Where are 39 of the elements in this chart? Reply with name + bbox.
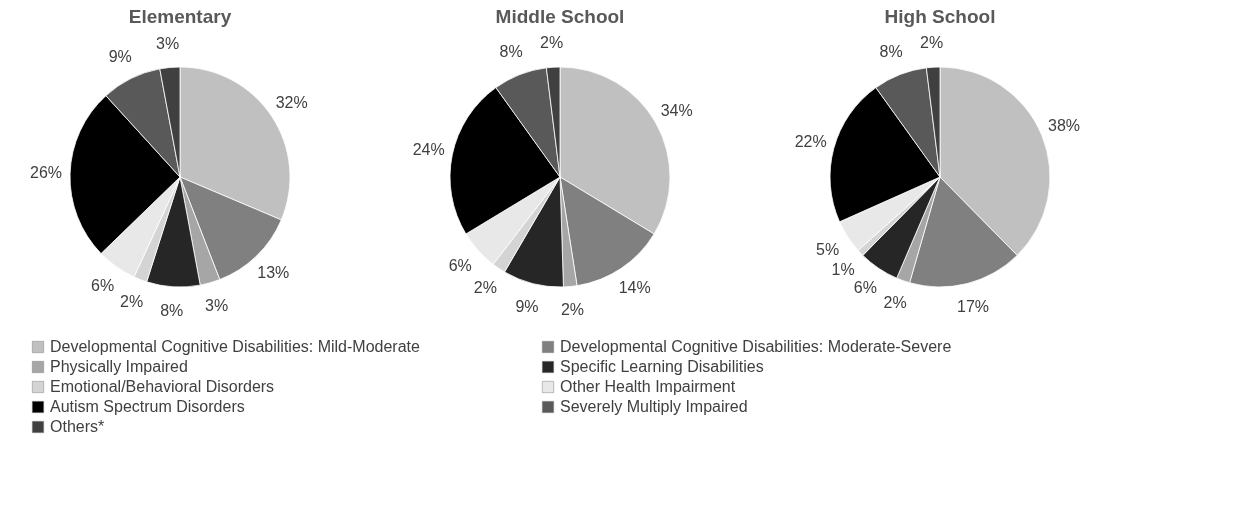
data-label: 2% <box>560 301 585 319</box>
chart-title: Elementary <box>128 6 232 27</box>
data-label: 17% <box>956 297 990 315</box>
data-label: 9% <box>515 297 539 315</box>
data-label: 26% <box>30 163 63 181</box>
legend-label: Specific Learning Disabilities <box>560 358 764 375</box>
data-label: 8% <box>879 43 903 61</box>
data-label: 32% <box>275 93 308 111</box>
data-label: 2% <box>473 279 497 297</box>
data-label: 8% <box>160 301 184 319</box>
legend-label: Others* <box>50 418 105 435</box>
data-label: 2% <box>920 34 944 52</box>
data-label: 9% <box>108 48 132 66</box>
data-label: 6% <box>91 277 115 295</box>
data-label: 6% <box>853 279 877 297</box>
legend-label: Other Health Impairment <box>560 378 736 395</box>
data-label: 5% <box>816 240 840 258</box>
legend-label: Developmental Cognitive Disabilities: Moderate-Severe <box>560 338 952 355</box>
legend-label: Autism Spectrum Disorders <box>50 398 245 415</box>
data-label: 2% <box>540 34 564 52</box>
data-label: 2% <box>120 292 144 310</box>
legend-label: Emotional/Behavioral Disorders <box>50 378 275 395</box>
data-label: 3% <box>156 34 180 52</box>
legend-label: Developmental Cognitive Disabilities: Mild-Moderate <box>50 338 421 355</box>
data-label: 8% <box>499 43 523 61</box>
data-label: 1% <box>831 260 855 278</box>
legend-label: Physically Impaired <box>50 358 188 375</box>
data-label: 6% <box>448 257 472 275</box>
data-label: 13% <box>257 264 290 282</box>
data-label: 3% <box>205 296 229 314</box>
data-label: 14% <box>618 279 651 297</box>
chart-title: High School <box>884 6 996 27</box>
legend-label: Severely Multiply Impaired <box>560 398 748 415</box>
data-label: 22% <box>794 132 827 150</box>
chart-title: Middle School <box>495 6 625 27</box>
data-label: 2% <box>883 294 907 312</box>
data-label: 38% <box>1047 117 1081 135</box>
data-label: 24% <box>412 141 445 159</box>
data-label: 34% <box>660 102 693 120</box>
